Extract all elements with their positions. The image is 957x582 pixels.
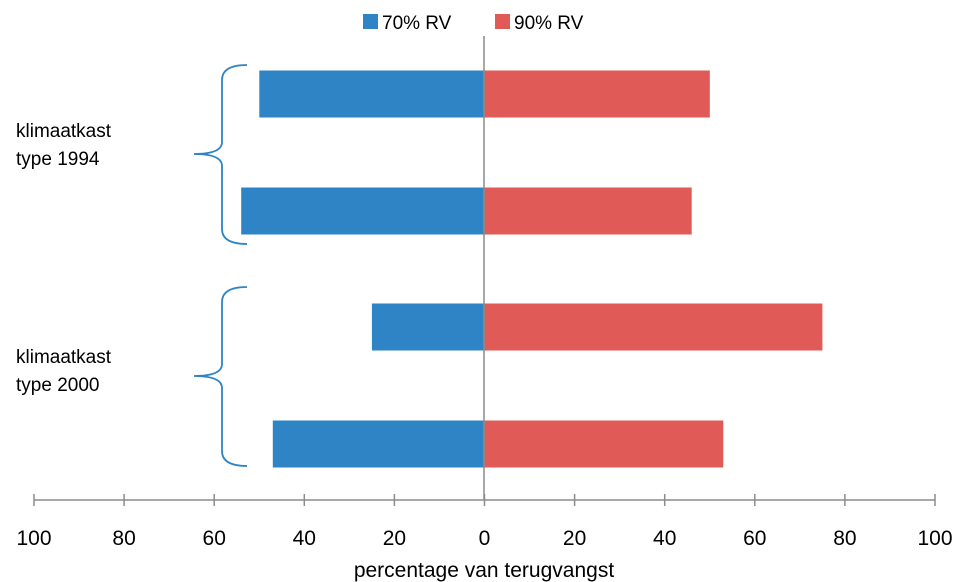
brace-group-1994 xyxy=(193,64,248,245)
x-axis-title: percentage van terugvangst xyxy=(354,559,615,582)
bar-90-rv-row-2 xyxy=(484,187,692,235)
bar-70-rv-row-1 xyxy=(259,70,485,118)
x-tick-label: 80 xyxy=(112,527,135,550)
legend: 70% RV 90% RV xyxy=(363,13,584,34)
bar-70-rv-row-2 xyxy=(241,187,485,235)
legend-label-90-rv: 90% RV xyxy=(514,13,584,34)
x-tick-label: 20 xyxy=(563,527,586,550)
brace-group-2000 xyxy=(193,286,248,467)
group-label-1994: klimaatkast type 1994 xyxy=(16,118,111,174)
bars xyxy=(241,70,823,468)
legend-swatch-90-rv xyxy=(495,14,510,29)
bar-90-rv-row-4 xyxy=(484,420,724,468)
bar-70-rv-row-3 xyxy=(371,303,485,351)
bar-90-rv-row-3 xyxy=(484,303,823,351)
legend-swatch-70-rv xyxy=(363,14,378,29)
x-tick-label: 40 xyxy=(293,527,316,550)
x-tick-label: 40 xyxy=(653,527,676,550)
group-label-2000-line1: klimaatkast xyxy=(16,347,112,368)
x-tick-label: 60 xyxy=(203,527,226,550)
x-tick-label: 60 xyxy=(743,527,766,550)
group-label-1994-line1: klimaatkast xyxy=(16,121,112,142)
x-tick-label: 80 xyxy=(833,527,856,550)
x-tick-label: 100 xyxy=(917,527,952,550)
group-label-1994-line2: type 1994 xyxy=(16,149,100,170)
x-tick-label: 100 xyxy=(16,527,51,550)
group-label-2000: klimaatkast type 2000 xyxy=(16,344,111,400)
x-axis-ticks: 100 80 60 40 20 0 20 40 60 80 100 xyxy=(16,494,953,550)
x-tick-label: 0 xyxy=(479,527,491,550)
legend-label-70-rv: 70% RV xyxy=(382,13,452,34)
bar-70-rv-row-4 xyxy=(272,420,485,468)
x-tick-label: 20 xyxy=(383,527,406,550)
bar-90-rv-row-1 xyxy=(484,70,710,118)
group-label-2000-line2: type 2000 xyxy=(16,375,100,396)
